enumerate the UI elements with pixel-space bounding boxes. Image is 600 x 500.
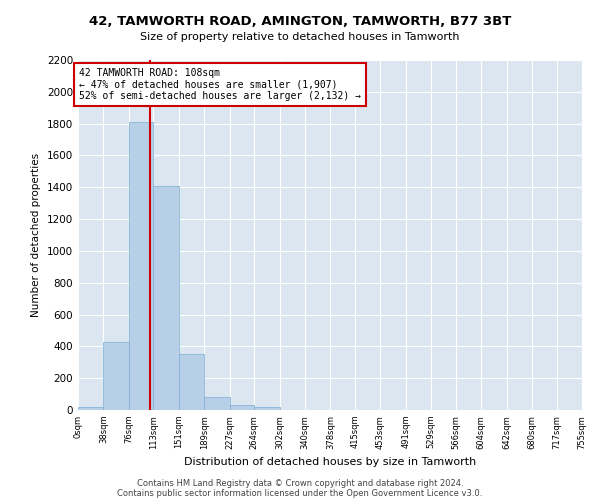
Bar xyxy=(103,342,129,410)
Bar xyxy=(204,398,230,410)
Bar xyxy=(154,186,179,410)
Bar xyxy=(254,407,280,410)
Bar xyxy=(129,122,154,410)
Text: 42 TAMWORTH ROAD: 108sqm
← 47% of detached houses are smaller (1,907)
52% of sem: 42 TAMWORTH ROAD: 108sqm ← 47% of detach… xyxy=(79,68,361,101)
X-axis label: Distribution of detached houses by size in Tamworth: Distribution of detached houses by size … xyxy=(184,457,476,467)
Text: Contains public sector information licensed under the Open Government Licence v3: Contains public sector information licen… xyxy=(118,488,482,498)
Bar xyxy=(78,407,103,410)
Bar xyxy=(230,405,254,410)
Y-axis label: Number of detached properties: Number of detached properties xyxy=(31,153,41,317)
Text: Size of property relative to detached houses in Tamworth: Size of property relative to detached ho… xyxy=(140,32,460,42)
Text: 42, TAMWORTH ROAD, AMINGTON, TAMWORTH, B77 3BT: 42, TAMWORTH ROAD, AMINGTON, TAMWORTH, B… xyxy=(89,15,511,28)
Bar xyxy=(179,354,204,410)
Text: Contains HM Land Registry data © Crown copyright and database right 2024.: Contains HM Land Registry data © Crown c… xyxy=(137,478,463,488)
